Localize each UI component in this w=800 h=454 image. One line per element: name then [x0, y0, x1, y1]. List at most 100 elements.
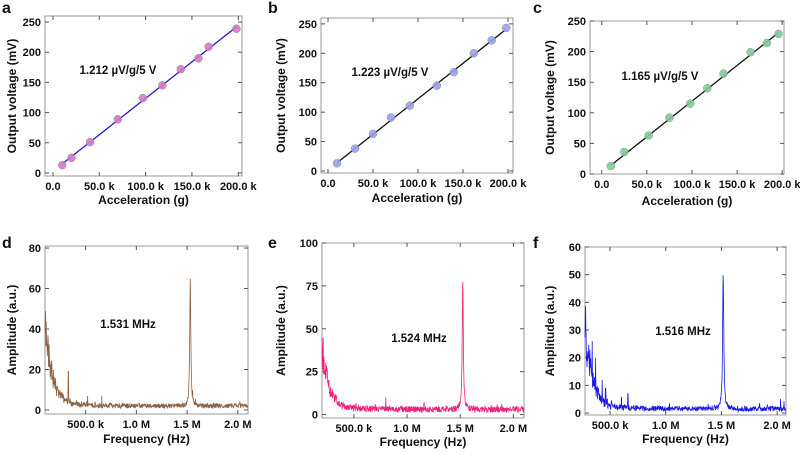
x-axis-label: Frequency (Hz) — [380, 435, 467, 449]
y-tick-label: 250 — [299, 19, 317, 31]
y-tick-label: 100 — [299, 107, 317, 119]
data-point — [67, 153, 76, 163]
data-point — [138, 93, 148, 103]
data-point — [620, 147, 629, 157]
y-axis-label: Amplitude (a.u.) — [5, 285, 19, 376]
x-tick-label: 1.0 M — [123, 419, 151, 431]
x-axis-label: Frequency (Hz) — [103, 432, 190, 446]
y-tick-label: 0 — [311, 166, 317, 178]
x-axis-label: Acceleration (g) — [98, 193, 189, 207]
y-axis-label: Amplitude (a.u.) — [274, 285, 288, 376]
data-point — [746, 47, 755, 57]
panel-d: d 500.0 k 1.0 M 1.5 M 2.0 M 0 20 40 60 80 Frequenc… — [2, 235, 252, 446]
data-point — [204, 42, 213, 52]
panel-letter: b — [268, 0, 278, 17]
y-tick-label: 0 — [575, 408, 581, 420]
x-axis-label: Acceleration (g) — [372, 191, 463, 205]
plot-frame — [44, 15, 243, 177]
x-axis-label: Frequency (Hz) — [642, 432, 729, 446]
x-tick-label: 500.0 k — [336, 423, 374, 435]
data-point — [85, 137, 95, 147]
plot-frame — [321, 242, 525, 419]
y-tick-label: 40 — [29, 324, 41, 336]
x-tick-label: 50.0 k — [84, 181, 115, 193]
panel-letter: c — [533, 0, 542, 17]
x-tick-label: 1.5 M — [446, 423, 474, 435]
x-tick-label: 200.0 k — [764, 179, 800, 191]
y-tick-label: 50 — [305, 137, 317, 149]
y-axis-label: Output voltage (mV) — [5, 39, 19, 154]
data-point — [606, 161, 616, 171]
x-tick-label: 100.0 k — [674, 179, 712, 191]
x-tick-label: 100.0 k — [127, 181, 165, 193]
annotation-label: 1.531 MHz — [100, 319, 156, 331]
y-tick-label: 0 — [35, 405, 41, 417]
data-point — [774, 29, 783, 39]
x-tick-label: 500.0 k — [67, 419, 105, 431]
y-tick-label: 200 — [23, 47, 41, 59]
y-tick-label: 25 — [306, 367, 318, 379]
y-axis-label: Amplitude (a.u.) — [543, 286, 557, 377]
x-tick-label: 150.0 k — [445, 178, 483, 190]
y-tick-label: 20 — [569, 353, 581, 365]
panel-f: f 500.0 k 1.0 M 1.5 M 2.0 M 0 10 20 30 40 50 60 Freq… — [533, 235, 791, 446]
y-tick-label: 250 — [568, 16, 586, 28]
x-tick-label: 150.0 k — [719, 179, 757, 191]
x-tick-label: 200.0 k — [220, 181, 258, 193]
x-tick-label: 50.0 k — [358, 178, 389, 190]
data-point — [449, 67, 459, 77]
data-point — [432, 81, 442, 90]
annotation-label: 1.212 µV/g/5 V — [80, 65, 157, 77]
y-tick-label: 100 — [300, 238, 318, 250]
x-tick-label: 1.0 M — [652, 420, 680, 432]
y-tick-label: 20 — [29, 364, 41, 376]
panel-letter: f — [533, 235, 539, 252]
data-point — [113, 114, 123, 124]
panel-b: b 0.0 50.0 k 100.0 k 150.0 k 200.0 k 0 50 100 150… — [268, 0, 527, 205]
data-point — [644, 131, 653, 140]
y-tick-label: 100 — [568, 108, 586, 120]
data-point — [501, 23, 511, 33]
x-tick-label: 100.0 k — [400, 178, 438, 190]
y-tick-label: 150 — [23, 77, 41, 89]
data-point — [665, 113, 674, 122]
x-tick-label: 150.0 k — [174, 181, 212, 193]
data-point — [685, 99, 695, 108]
x-tick-label: 1.0 M — [393, 423, 421, 435]
x-tick-label: 500.0 k — [592, 420, 630, 432]
spectrum-line — [44, 278, 249, 410]
annotation-label: 1.524 MHz — [391, 333, 447, 345]
y-tick-label: 250 — [23, 17, 41, 29]
y-tick-label: 50 — [569, 270, 581, 282]
y-tick-label: 10 — [569, 380, 581, 392]
y-tick-label: 30 — [569, 325, 581, 337]
data-point — [368, 129, 378, 139]
spectrum-line — [321, 281, 525, 414]
y-tick-label: 200 — [568, 47, 586, 59]
data-point — [762, 38, 772, 48]
panel-c: c 0.0 50.0 k 100.0 k 150.0 k 200.0 k 0 50 100 150… — [533, 0, 800, 208]
spectrum-line — [584, 275, 787, 413]
x-tick-label: 200.0 k — [490, 178, 528, 190]
fit-line — [336, 28, 507, 164]
x-tick-label: 2.0 M — [224, 419, 252, 431]
data-point — [332, 159, 342, 168]
annotation-label: 1.223 µV/g/5 V — [352, 67, 429, 79]
y-tick-label: 200 — [299, 48, 317, 60]
y-tick-label: 40 — [569, 297, 581, 309]
x-tick-label: 0.0 — [45, 181, 60, 193]
y-tick-label: 150 — [568, 77, 586, 89]
data-point — [176, 64, 186, 74]
x-tick-label: 0.0 — [594, 179, 609, 191]
data-point — [386, 113, 396, 122]
panel-letter: d — [2, 235, 12, 252]
y-tick-label: 100 — [23, 108, 41, 120]
y-tick-label: 0 — [35, 168, 41, 180]
y-tick-label: 50 — [306, 324, 318, 336]
x-tick-label: 1.5 M — [173, 419, 201, 431]
y-axis-label: Output voltage (mV) — [543, 40, 557, 155]
y-axis-label: Output voltage (mV) — [274, 38, 288, 153]
y-tick-label: 75 — [306, 281, 318, 293]
y-tick-label: 150 — [299, 78, 317, 90]
